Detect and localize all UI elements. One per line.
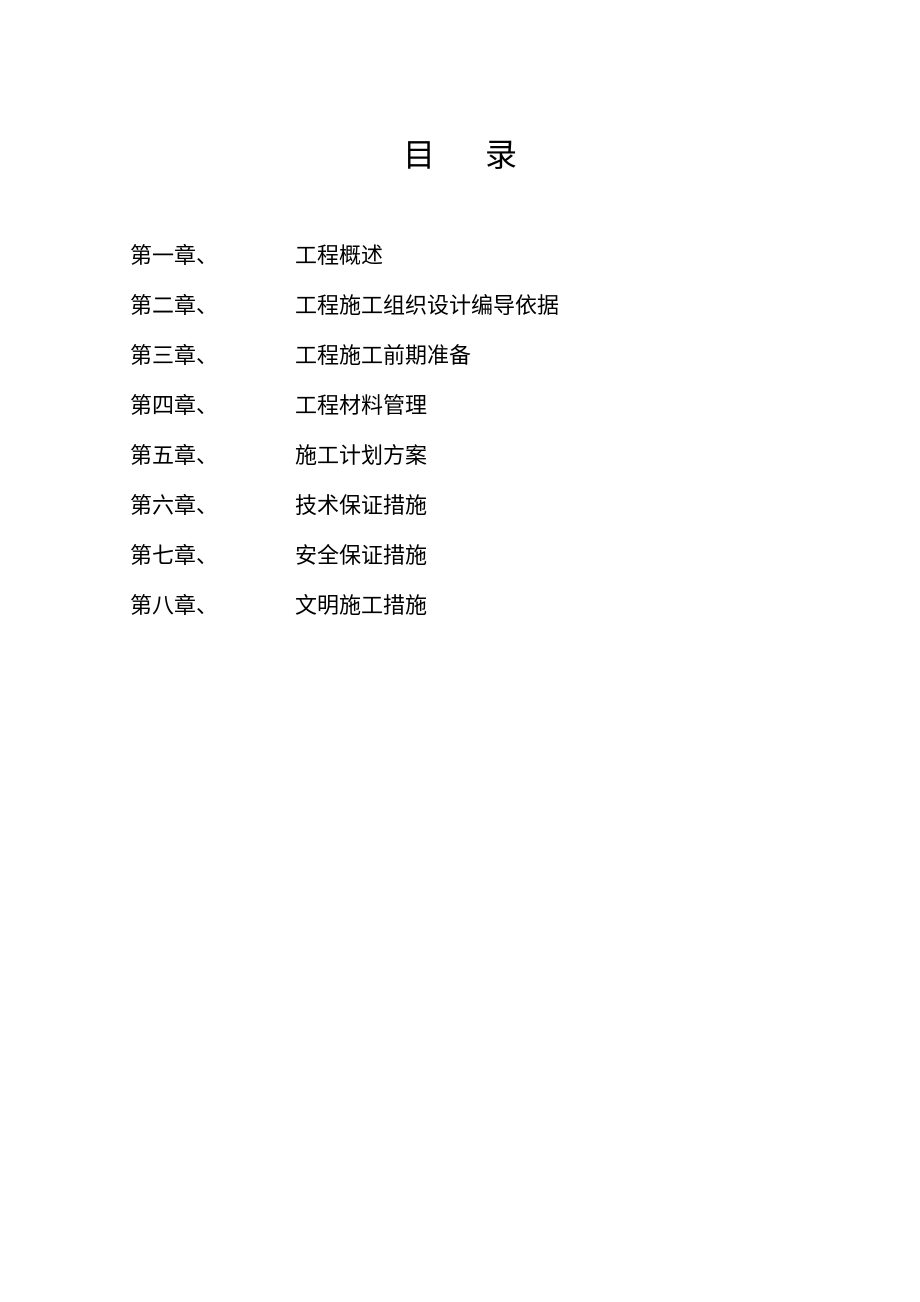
toc-chapter: 第五章、 — [130, 431, 295, 481]
toc-title: 工程材料管理 — [295, 381, 920, 431]
toc-row: 第五章、 施工计划方案 — [130, 431, 920, 481]
toc-title: 工程概述 — [295, 231, 920, 281]
toc-chapter: 第一章、 — [130, 231, 295, 281]
toc-title: 施工计划方案 — [295, 431, 920, 481]
toc-chapter: 第三章、 — [130, 331, 295, 381]
page-title: 目录 — [0, 130, 920, 176]
toc-title: 文明施工措施 — [295, 581, 920, 631]
toc-chapter: 第六章、 — [130, 481, 295, 531]
toc-title: 工程施工组织设计编导依据 — [295, 281, 920, 331]
toc-row: 第四章、 工程材料管理 — [130, 381, 920, 431]
toc-list: 第一章、 工程概述 第二章、 工程施工组织设计编导依据 第三章、 工程施工前期准… — [0, 231, 920, 631]
toc-title: 技术保证措施 — [295, 481, 920, 531]
toc-row: 第三章、 工程施工前期准备 — [130, 331, 920, 381]
toc-row: 第八章、 文明施工措施 — [130, 581, 920, 631]
toc-chapter: 第七章、 — [130, 531, 295, 581]
toc-chapter: 第二章、 — [130, 281, 295, 331]
toc-row: 第二章、 工程施工组织设计编导依据 — [130, 281, 920, 331]
toc-row: 第七章、 安全保证措施 — [130, 531, 920, 581]
toc-title: 安全保证措施 — [295, 531, 920, 581]
toc-title: 工程施工前期准备 — [295, 331, 920, 381]
toc-row: 第一章、 工程概述 — [130, 231, 920, 281]
toc-chapter: 第八章、 — [130, 581, 295, 631]
toc-row: 第六章、 技术保证措施 — [130, 481, 920, 531]
toc-chapter: 第四章、 — [130, 381, 295, 431]
